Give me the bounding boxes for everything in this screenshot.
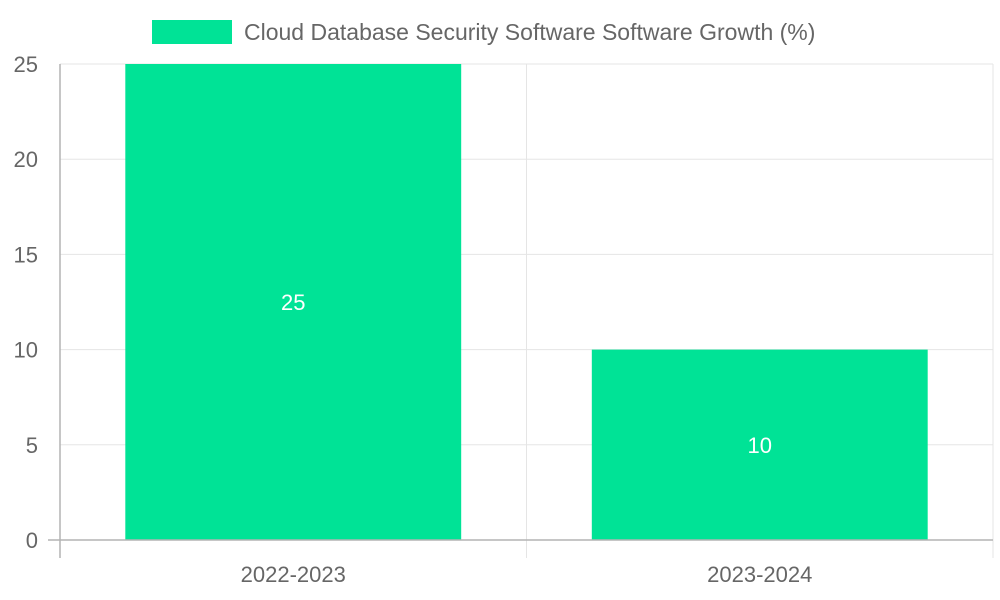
x-tick-label: 2023-2024 bbox=[707, 562, 812, 587]
y-tick-label: 5 bbox=[26, 433, 38, 458]
bar-2022-2023 bbox=[125, 64, 462, 540]
data-label-2023-2024: 10 bbox=[748, 433, 772, 458]
data-label-2022-2023: 25 bbox=[281, 290, 305, 315]
y-tick-label: 0 bbox=[26, 528, 38, 553]
bar-series bbox=[125, 64, 928, 540]
x-tick-label: 2022-2023 bbox=[241, 562, 346, 587]
axes: 0 5 10 15 20 25 2022-2023 2023-2024 bbox=[14, 52, 993, 587]
legend[interactable]: Cloud Database Security Software Softwar… bbox=[152, 19, 815, 45]
bar-2023-2024 bbox=[591, 349, 928, 540]
y-tick-label: 10 bbox=[14, 338, 38, 363]
y-tick-label: 20 bbox=[14, 147, 38, 172]
y-tick-label: 15 bbox=[14, 242, 38, 267]
legend-swatch[interactable] bbox=[152, 20, 232, 44]
legend-label[interactable]: Cloud Database Security Software Softwar… bbox=[244, 19, 815, 45]
data-labels: 25 10 bbox=[281, 290, 772, 458]
y-tick-label: 25 bbox=[14, 52, 38, 77]
